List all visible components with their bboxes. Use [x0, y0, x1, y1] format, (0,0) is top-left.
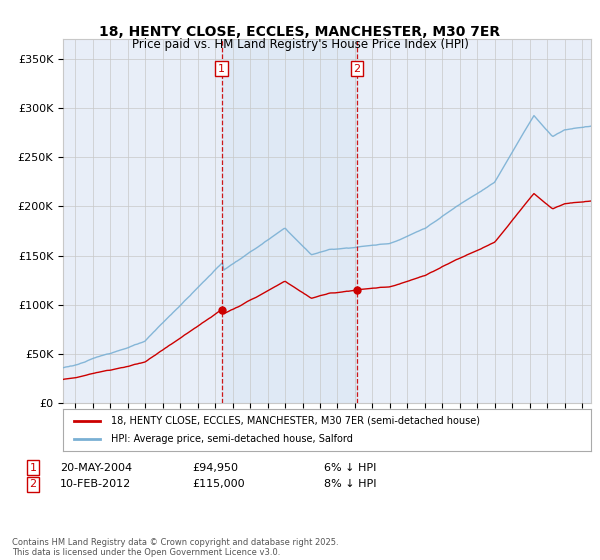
Text: 8% ↓ HPI: 8% ↓ HPI [324, 479, 377, 489]
Text: 2: 2 [353, 64, 361, 74]
Text: 1: 1 [218, 64, 225, 74]
Text: Price paid vs. HM Land Registry's House Price Index (HPI): Price paid vs. HM Land Registry's House … [131, 38, 469, 51]
Text: 1: 1 [29, 463, 37, 473]
Text: 18, HENTY CLOSE, ECCLES, MANCHESTER, M30 7ER: 18, HENTY CLOSE, ECCLES, MANCHESTER, M30… [100, 25, 500, 39]
Bar [222, 39, 357, 403]
Text: £94,950: £94,950 [192, 463, 238, 473]
Text: 10-FEB-2012: 10-FEB-2012 [60, 479, 131, 489]
Text: 20-MAY-2004: 20-MAY-2004 [60, 463, 132, 473]
Text: HPI: Average price, semi-detached house, Salford: HPI: Average price, semi-detached house,… [110, 434, 352, 444]
Text: 2: 2 [29, 479, 37, 489]
Text: £115,000: £115,000 [192, 479, 245, 489]
Text: Contains HM Land Registry data © Crown copyright and database right 2025.
This d: Contains HM Land Registry data © Crown c… [12, 538, 338, 557]
Text: 18, HENTY CLOSE, ECCLES, MANCHESTER, M30 7ER (semi-detached house): 18, HENTY CLOSE, ECCLES, MANCHESTER, M30… [110, 416, 479, 426]
Text: 6% ↓ HPI: 6% ↓ HPI [324, 463, 376, 473]
